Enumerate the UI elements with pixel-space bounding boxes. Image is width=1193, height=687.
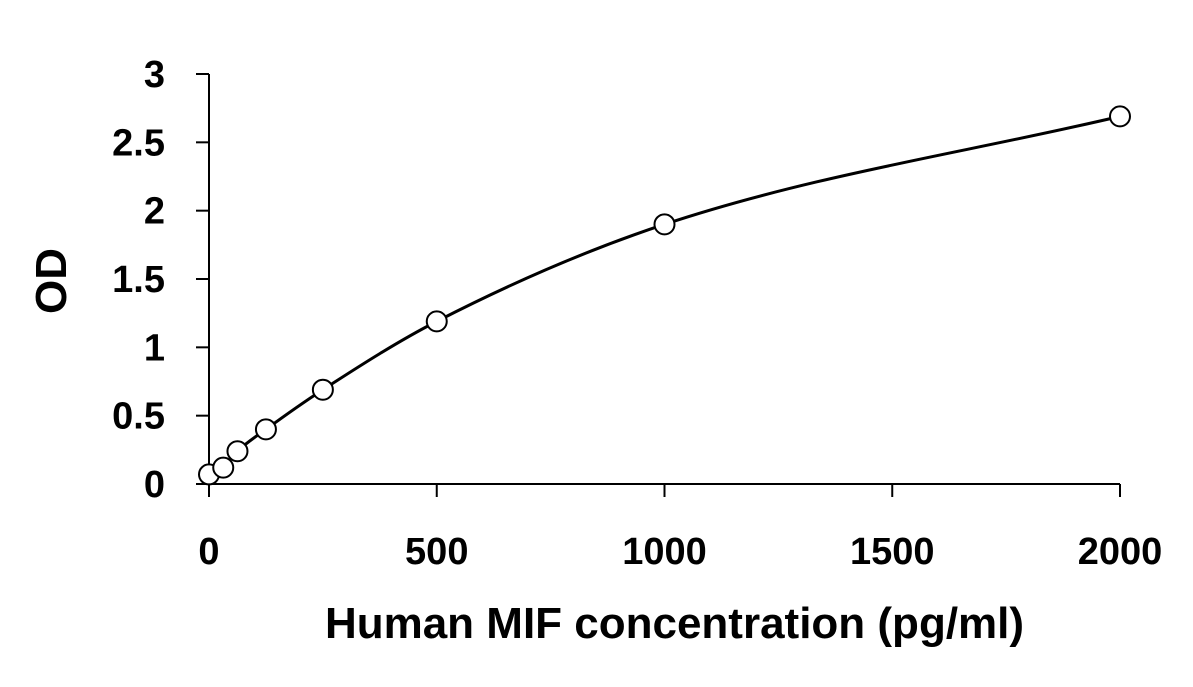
axes: 0 0.5 1 1.5 2 2.5 3 0 500 1000 1500 2000 (112, 54, 1162, 573)
y-tick-label: 1.5 (112, 259, 165, 301)
y-tick-label: 2.5 (112, 122, 165, 164)
x-tick-label: 0 (198, 531, 219, 573)
fit-curve-line (208, 114, 1121, 476)
data-point (254, 418, 277, 441)
axis-labels: Human MIF concentration (pg/ml) OD (27, 248, 1024, 648)
data-point (1109, 105, 1131, 128)
y-tick-label: 0.5 (112, 396, 165, 438)
data-point (653, 213, 676, 236)
x-tick-label: 2000 (1078, 531, 1163, 573)
data-point (311, 378, 334, 401)
data-point (226, 440, 249, 463)
y-tick-label: 3 (144, 54, 165, 96)
data-point (212, 456, 235, 479)
data-points (198, 105, 1131, 486)
y-axis-title: OD (27, 248, 76, 314)
y-tick-label: 2 (144, 191, 165, 233)
x-axis-title: Human MIF concentration (pg/ml) (325, 599, 1024, 648)
fit-curve-layer (208, 114, 1121, 476)
y-tick-label: 0 (144, 464, 165, 506)
x-tick-label: 1000 (622, 531, 707, 573)
x-tick-label: 500 (405, 531, 468, 573)
y-tick-label: 1 (144, 327, 165, 369)
data-point (425, 310, 448, 333)
x-tick-label: 1500 (850, 531, 935, 573)
